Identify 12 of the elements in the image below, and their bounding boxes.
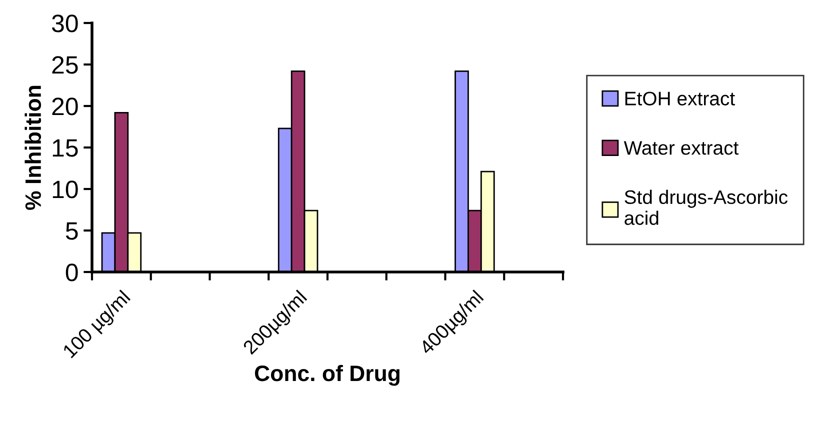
y-tick-label: 5 — [66, 222, 78, 240]
legend-label: Water extract — [624, 141, 739, 155]
y-tick-label: 15 — [52, 139, 78, 157]
legend-label: EtOH extract — [625, 92, 735, 106]
legend-label: Std drugs-Ascorbic acid — [624, 190, 788, 225]
y-axis-title: % Inhibition — [24, 86, 42, 210]
y-tick-label: 0 — [66, 264, 78, 282]
y-tick-label: 25 — [52, 56, 78, 74]
x-axis-title: Conc. of Drug — [254, 364, 400, 386]
y-tick-label: 10 — [52, 180, 78, 198]
y-tick-label: 20 — [52, 98, 78, 116]
y-tick-label: 30 — [52, 14, 78, 32]
